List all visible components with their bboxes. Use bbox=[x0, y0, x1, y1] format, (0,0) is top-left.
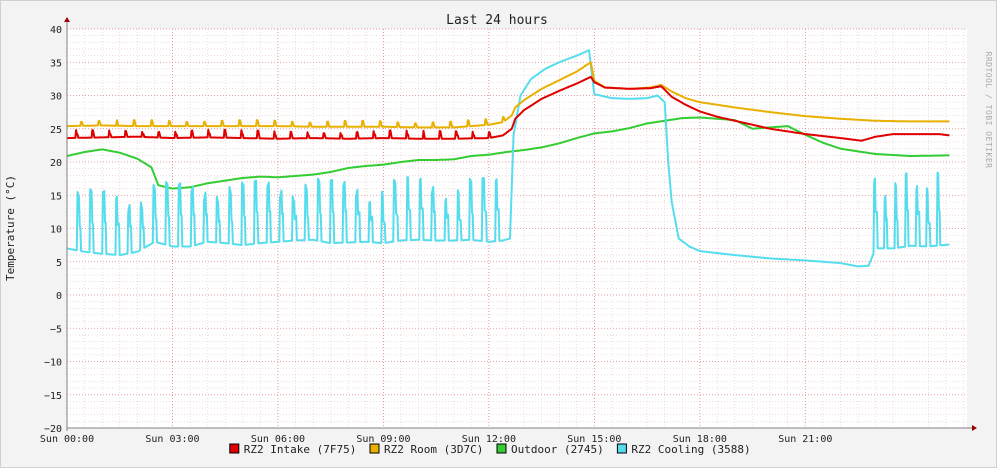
y-tick-label: 5 bbox=[56, 258, 62, 269]
legend-swatch bbox=[229, 443, 240, 454]
x-tick-label: Sun 12:00 bbox=[462, 434, 516, 445]
x-tick-label: Sun 18:00 bbox=[673, 434, 727, 445]
series-line bbox=[66, 75, 950, 142]
legend-label: Outdoor (2745) bbox=[511, 443, 604, 456]
chart-title: Last 24 hours bbox=[446, 13, 548, 28]
x-tick-label: Sun 21:00 bbox=[778, 434, 832, 445]
y-tick-label: 35 bbox=[50, 58, 62, 69]
x-tick-label: Sun 09:00 bbox=[356, 434, 410, 445]
legend-label: RZ2 Intake (7F75) bbox=[244, 443, 357, 456]
x-tick-label: Sun 00:00 bbox=[40, 434, 94, 445]
y-tick-label: 20 bbox=[50, 158, 62, 169]
y-tick-label: 15 bbox=[50, 191, 62, 202]
x-axis-arrow bbox=[972, 425, 977, 431]
legend-label: RZ2 Room (3D7C) bbox=[384, 443, 483, 456]
y-tick-label: −10 bbox=[44, 358, 62, 369]
y-tick-label: 10 bbox=[50, 225, 62, 236]
y-axis-label: Temperature (°C) bbox=[4, 175, 17, 281]
legend-label: RZ2 Cooling (3588) bbox=[631, 443, 750, 456]
y-tick-label: 30 bbox=[50, 92, 62, 103]
x-tick-label: Sun 06:00 bbox=[251, 434, 305, 445]
legend-swatch bbox=[616, 443, 627, 454]
x-tick-label: Sun 03:00 bbox=[145, 434, 199, 445]
y-tick-label: −20 bbox=[44, 424, 62, 435]
series-line bbox=[66, 49, 950, 268]
rrdtool-watermark: RRDTOOL / TOBI OETIKER bbox=[984, 52, 993, 169]
x-tick-label: Sun 15:00 bbox=[567, 434, 621, 445]
y-tick-label: 40 bbox=[50, 25, 62, 36]
y-tick-label: 0 bbox=[56, 291, 62, 302]
chart-legend: RZ2 Intake (7F75) RZ2 Room (3D7C) Outdoor … bbox=[229, 443, 751, 456]
series-line bbox=[66, 61, 950, 129]
legend-swatch bbox=[496, 443, 507, 454]
y-axis-arrow bbox=[64, 17, 70, 22]
legend-swatch bbox=[369, 443, 380, 454]
y-tick-label: 25 bbox=[50, 125, 62, 136]
y-tick-label: −5 bbox=[50, 324, 62, 335]
y-tick-label: −15 bbox=[44, 391, 62, 402]
